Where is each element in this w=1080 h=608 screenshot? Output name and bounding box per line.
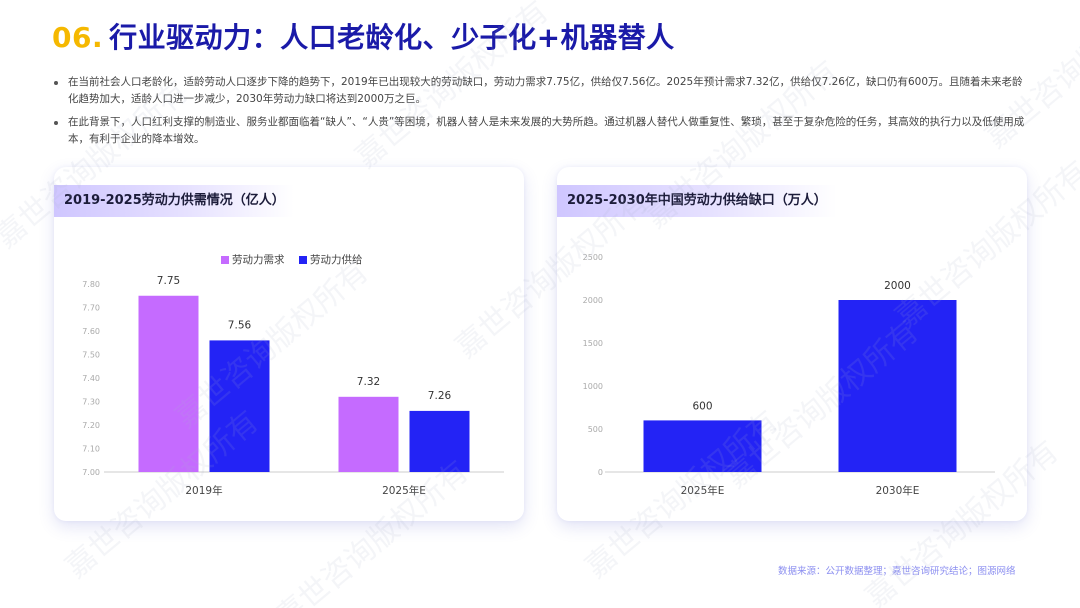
bullet-dot-icon (54, 121, 58, 125)
bullet-item: 在当前社会人口老龄化，适龄劳动人口逐步下降的趋势下，2019年已出现较大的劳动缺… (54, 74, 1029, 108)
data-source-note: 数据来源：公开数据整理；嘉世咨询研究结论；图源网络 (778, 566, 1016, 577)
data-label: 600 (692, 400, 712, 412)
labor-gap-card: 0 500 1000 1500 2000 2500 600 2025年E 2000 2030年E … (557, 167, 1027, 521)
chart-title: 2019-2025劳动力供需情况（亿人） (54, 185, 294, 217)
x-category-label: 2019年 (185, 484, 222, 497)
y-tick-label: 7.80 (82, 280, 100, 289)
y-tick-label: 7.30 (82, 398, 100, 407)
data-label: 7.26 (428, 390, 452, 402)
labor-supply-demand-card: 7.00 7.10 7.20 7.30 7.40 7.50 7.60 7.70 7.80 7.75… (54, 167, 524, 521)
bullet-item: 在此背景下，人口红利支撑的制造业、服务业都面临着“缺人”、“人贵”等困境，机器人… (54, 114, 1029, 148)
y-tick-label: 7.60 (82, 327, 100, 336)
bullet-dot-icon (54, 81, 58, 85)
page-title: 06. 行业驱动力：人口老龄化、少子化+机器替人 (52, 16, 675, 56)
legend-swatch (299, 256, 307, 264)
bullet-list: 在当前社会人口老龄化，适龄劳动人口逐步下降的趋势下，2019年已出现较大的劳动缺… (54, 74, 1029, 154)
legend-label: 劳动力供给 (310, 253, 363, 266)
data-label: 2000 (884, 280, 911, 292)
y-tick-label: 0 (598, 468, 603, 477)
y-tick-label: 7.10 (82, 445, 100, 454)
legend-swatch (221, 256, 229, 264)
y-tick-label: 7.20 (82, 421, 100, 430)
x-category-label: 2030年E (876, 484, 920, 497)
y-tick-label: 7.00 (82, 468, 100, 477)
y-tick-label: 1500 (583, 339, 603, 348)
y-tick-label: 7.40 (82, 374, 100, 383)
y-tick-label: 2000 (583, 296, 603, 305)
y-tick-label: 2500 (583, 253, 603, 262)
section-number: 06. (52, 21, 104, 54)
y-tick-label: 7.70 (82, 304, 100, 313)
x-category-label: 2025年E (681, 484, 725, 497)
data-label: 7.32 (357, 376, 380, 388)
bar-demand (338, 396, 399, 472)
data-label: 7.56 (228, 319, 252, 331)
bar-supply (409, 410, 470, 472)
bar-gap (643, 420, 762, 472)
bullet-text: 在当前社会人口老龄化，适龄劳动人口逐步下降的趋势下，2019年已出现较大的劳动缺… (68, 76, 1023, 105)
labor-gap-chart: 0 500 1000 1500 2000 2500 600 2025年E 2000 2030年E (583, 253, 995, 497)
bullet-text: 在此背景下，人口红利支撑的制造业、服务业都面临着“缺人”、“人贵”等困境，机器人… (68, 116, 1025, 145)
legend-label: 劳动力需求 (232, 253, 285, 266)
data-label: 7.75 (157, 275, 180, 287)
chart-title: 2025-2030年中国劳动力供给缺口（万人） (557, 185, 837, 217)
bar-gap (838, 300, 957, 472)
bar-demand (138, 295, 199, 472)
y-tick-label: 7.50 (82, 351, 100, 360)
y-tick-label: 500 (588, 425, 603, 434)
labor-supply-demand-chart: 7.00 7.10 7.20 7.30 7.40 7.50 7.60 7.70 7.80 7.75… (82, 253, 504, 497)
x-category-label: 2025年E (382, 484, 426, 497)
y-tick-label: 1000 (583, 382, 603, 391)
bar-supply (209, 340, 270, 472)
title-text: 行业驱动力：人口老龄化、少子化+机器替人 (109, 21, 675, 54)
